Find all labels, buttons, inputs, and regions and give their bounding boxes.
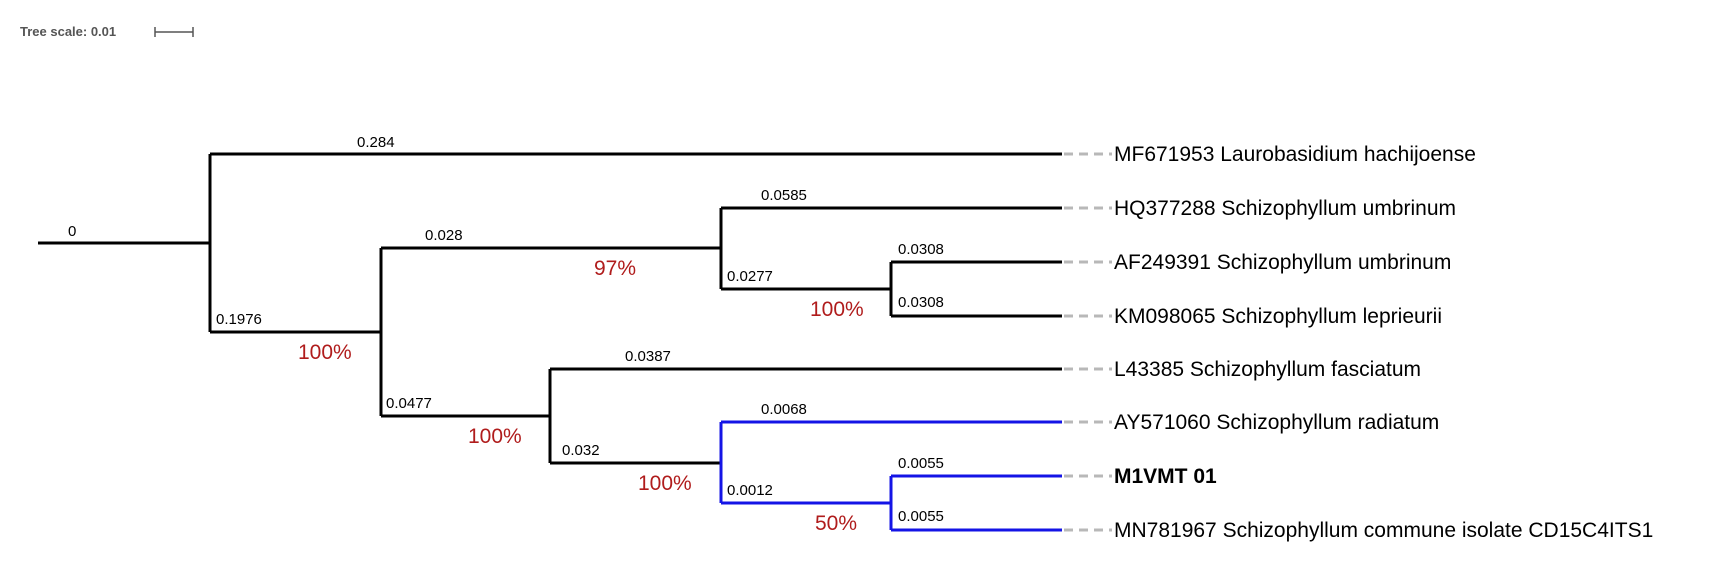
leaf-label: HQ377288 Schizophyllum umbrinum <box>1114 197 1456 220</box>
branch-length-m1-mn-pair: 0.0012 <box>727 482 773 499</box>
leaf-labels: MF671953 Laurobasidium hachijoense HQ377… <box>1114 143 1653 542</box>
branch-length-ay571060: 0.0068 <box>761 401 807 418</box>
leaf-label-query: M1VMT 01 <box>1114 465 1217 488</box>
branch-length-af249391: 0.0308 <box>898 241 944 258</box>
branch-length-l43385: 0.0387 <box>625 348 671 365</box>
bootstrap-umbrinum-group: 97% <box>594 257 636 280</box>
highlighted-clade <box>719 420 1062 532</box>
leaf-label: MN781967 Schizophyllum commune isolate C… <box>1114 519 1653 542</box>
bootstrap-af-km-pair: 100% <box>810 298 864 321</box>
branch-length-km098065: 0.0308 <box>898 294 944 311</box>
leaf-label: AF249391 Schizophyllum umbrinum <box>1114 251 1451 274</box>
bootstrap-labels: 100% 97% 100% 100% 100% 50% <box>298 257 864 535</box>
branches <box>38 152 1062 465</box>
leaf-label: L43385 Schizophyllum fasciatum <box>1114 358 1421 381</box>
branch-length-af-km-pair: 0.0277 <box>727 268 773 285</box>
leader-lines <box>1064 152 1112 532</box>
branch-length-labels: 0 0.284 0.1976 0.028 0.0585 0.0277 0.030… <box>68 134 944 525</box>
branch-length-laurobasidium: 0.284 <box>357 134 395 151</box>
tree-scale-label: Tree scale: 0.01 <box>20 24 116 39</box>
scale-bar <box>154 27 194 37</box>
bootstrap-m1-mn-pair: 50% <box>815 512 857 535</box>
leaf-label: AY571060 Schizophyllum radiatum <box>1114 411 1439 434</box>
branch-length-commune-group: 0.032 <box>562 442 600 459</box>
bootstrap-lower-group: 100% <box>468 425 522 448</box>
leaf-label: MF671953 Laurobasidium hachijoense <box>1114 143 1476 166</box>
bootstrap-commune-group: 100% <box>638 472 692 495</box>
tree-scale: Tree scale: 0.01 <box>20 24 194 39</box>
branch-length-root: 0 <box>68 223 76 240</box>
branch-length-mn781967: 0.0055 <box>898 508 944 525</box>
branch-length-m1vmt01: 0.0055 <box>898 455 944 472</box>
leaf-label: KM098065 Schizophyllum leprieurii <box>1114 305 1442 328</box>
branch-length-schizophyllum-clade: 0.1976 <box>216 311 262 328</box>
bootstrap-schizophyllum-clade: 100% <box>298 341 352 364</box>
branch-length-hq377288: 0.0585 <box>761 187 807 204</box>
branch-length-umbrinum-group: 0.028 <box>425 227 463 244</box>
branch-length-lower-group: 0.0477 <box>386 395 432 412</box>
